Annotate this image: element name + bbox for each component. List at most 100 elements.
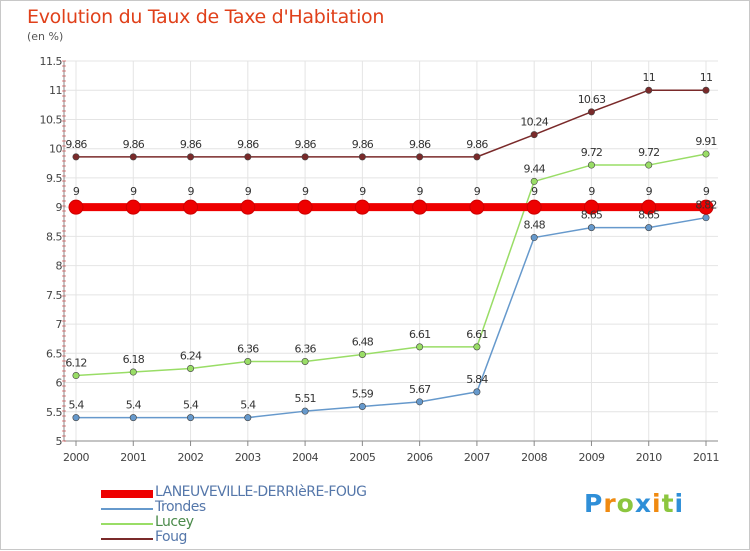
y-tick-label: 6.5 — [46, 347, 62, 360]
proxiti-logo: Proxiti — [584, 489, 684, 518]
data-point — [702, 214, 710, 222]
data-point — [702, 150, 710, 158]
data-label: 6.61 — [409, 328, 430, 341]
data-point — [530, 177, 538, 185]
data-label: 8.82 — [695, 199, 716, 212]
y-tick-label: 5.5 — [46, 406, 62, 419]
data-point — [358, 403, 366, 411]
data-point — [473, 153, 481, 161]
series-line — [76, 89, 706, 158]
data-label: 9.72 — [638, 146, 659, 159]
y-tick-label: 7 — [56, 318, 63, 331]
data-point — [129, 368, 137, 376]
data-label: 6.18 — [123, 353, 145, 366]
y-tick-label: 11.5 — [40, 55, 63, 68]
series-line — [76, 216, 707, 419]
data-point — [68, 199, 84, 215]
data-label: 10.63 — [578, 93, 606, 106]
y-tick-label: 7.5 — [46, 289, 62, 302]
logo-letter: o — [616, 489, 635, 518]
data-label: 9.86 — [123, 138, 145, 151]
data-point — [72, 414, 80, 422]
data-point — [526, 199, 542, 215]
data-point — [301, 357, 309, 365]
x-tick-label: 2010 — [636, 451, 662, 464]
logo-letter: t — [661, 489, 675, 518]
data-point — [702, 86, 710, 94]
data-label: 5.4 — [126, 399, 142, 412]
chart-title: Evolution du Taux de Taxe d'Habitation — [27, 6, 385, 28]
legend-label: LANEUVEVILLE-DERRIèRE-FOUG — [155, 484, 367, 500]
data-label: 9 — [130, 185, 137, 198]
data-point — [530, 234, 538, 242]
data-label: 10.24 — [520, 116, 548, 129]
logo-letter: i — [652, 489, 662, 518]
data-label: 11 — [643, 71, 655, 84]
y-tick-label: 10 — [49, 143, 62, 156]
data-point — [297, 199, 313, 215]
data-point — [244, 357, 252, 365]
data-point — [587, 161, 595, 169]
data-point — [125, 199, 141, 215]
x-tick-label: 2011 — [693, 451, 719, 464]
data-label: 9 — [646, 185, 653, 198]
legend-swatch — [101, 490, 153, 498]
data-point — [301, 153, 309, 161]
plot-area — [64, 61, 718, 441]
data-point — [416, 343, 424, 351]
data-label: 9.86 — [466, 138, 488, 151]
x-tick-label: 2000 — [63, 451, 89, 464]
x-tick-label: 2001 — [120, 451, 146, 464]
y-tick-label: 9.5 — [46, 172, 62, 185]
x-tick-label: 2002 — [178, 451, 204, 464]
data-label: 5.84 — [466, 373, 488, 386]
data-label: 9 — [474, 185, 481, 198]
data-label: 9.86 — [180, 138, 202, 151]
legend-swatch — [101, 523, 153, 525]
data-label: 5.4 — [68, 399, 84, 412]
data-label: 5.51 — [294, 392, 315, 405]
legend-swatch — [101, 508, 153, 510]
data-point — [129, 153, 137, 161]
data-point — [473, 343, 481, 351]
data-label: 5.67 — [409, 383, 431, 396]
legend-swatch — [101, 538, 153, 540]
data-label: 9 — [302, 185, 309, 198]
data-label: 6.61 — [466, 328, 487, 341]
data-label: 9.91 — [695, 135, 716, 148]
data-label: 9.86 — [409, 138, 431, 151]
y-tick-label: 9 — [56, 201, 63, 214]
y-tick-label: 8 — [56, 260, 63, 273]
data-point — [641, 199, 657, 215]
data-point — [301, 407, 309, 415]
data-label: 9.44 — [524, 162, 546, 175]
x-tick-label: 2005 — [349, 451, 375, 464]
data-point — [473, 388, 481, 396]
data-label: 9 — [531, 185, 538, 198]
data-point — [698, 199, 714, 215]
logo-letter: i — [674, 489, 685, 518]
logo-letter: x — [634, 489, 652, 518]
data-label: 9.86 — [352, 138, 374, 151]
series-line — [75, 153, 707, 377]
data-label: 9.86 — [237, 138, 259, 151]
grid — [64, 60, 718, 442]
data-point — [530, 131, 538, 139]
data-label: 9.86 — [65, 138, 87, 151]
y-tick-label: 10.5 — [40, 113, 63, 126]
data-label: 6.12 — [65, 357, 86, 370]
data-point — [358, 153, 366, 161]
logo-letter: P — [584, 489, 604, 518]
data-label: 5.59 — [352, 388, 374, 401]
data-labels: 9 9 9 9 9 9 9 9 9 9 9 9 5.4 5.4 5.4 5.4 5.51 5.59 5.67 5.84… — [65, 71, 717, 412]
data-point — [416, 398, 424, 406]
x-tick-label: 2004 — [292, 451, 318, 464]
data-label: 5.4 — [183, 399, 199, 412]
y-tick-label: 6 — [56, 377, 63, 390]
data-point — [244, 414, 252, 422]
data-point — [412, 199, 428, 215]
axes: 5 5.5 6 6.5 7 7.5 8 8.5 9 9.5 10 10.5 11 11.5 2000 2001… — [40, 55, 720, 464]
data-label: 6.36 — [294, 342, 316, 355]
data-point — [587, 108, 595, 116]
data-point — [129, 414, 137, 422]
